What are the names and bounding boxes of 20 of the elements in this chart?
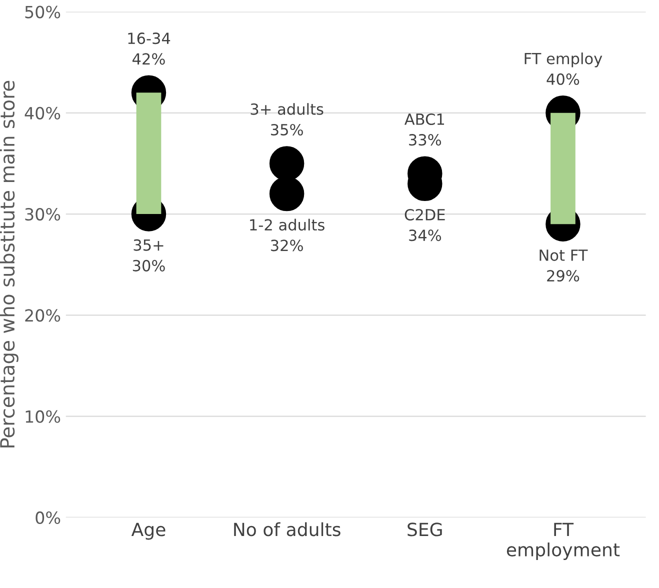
y-tick-label: 20% (25, 309, 60, 322)
y-tick-label: 30% (25, 208, 60, 221)
data-label: FT employ 40% (524, 52, 602, 85)
x-tick-label: SEG (408, 522, 442, 536)
y-tick-label: 40% (24, 106, 60, 120)
y-tick-label: 10% (26, 410, 60, 423)
y-tick-label: 0% (36, 511, 60, 524)
y-axis-title: Percentage who substitute main store (0, 80, 18, 448)
data-label: ABC1 33% (404, 113, 444, 146)
y-tick-label: 50% (25, 6, 60, 18)
data-label: 16-34 42% (128, 32, 170, 65)
data-label: 35+ 30% (132, 239, 165, 272)
data-label: 1-2 adults 32% (250, 218, 324, 252)
data-label: Not FT 29% (540, 250, 588, 282)
x-tick-label: FT employment (506, 522, 620, 560)
x-tick-label: No of adults (234, 522, 340, 536)
point (269, 146, 304, 181)
data-label: C2DE 34% (404, 208, 445, 242)
x-tick-label: Age (131, 522, 166, 540)
data-label: 3+ adults 35% (250, 103, 324, 136)
